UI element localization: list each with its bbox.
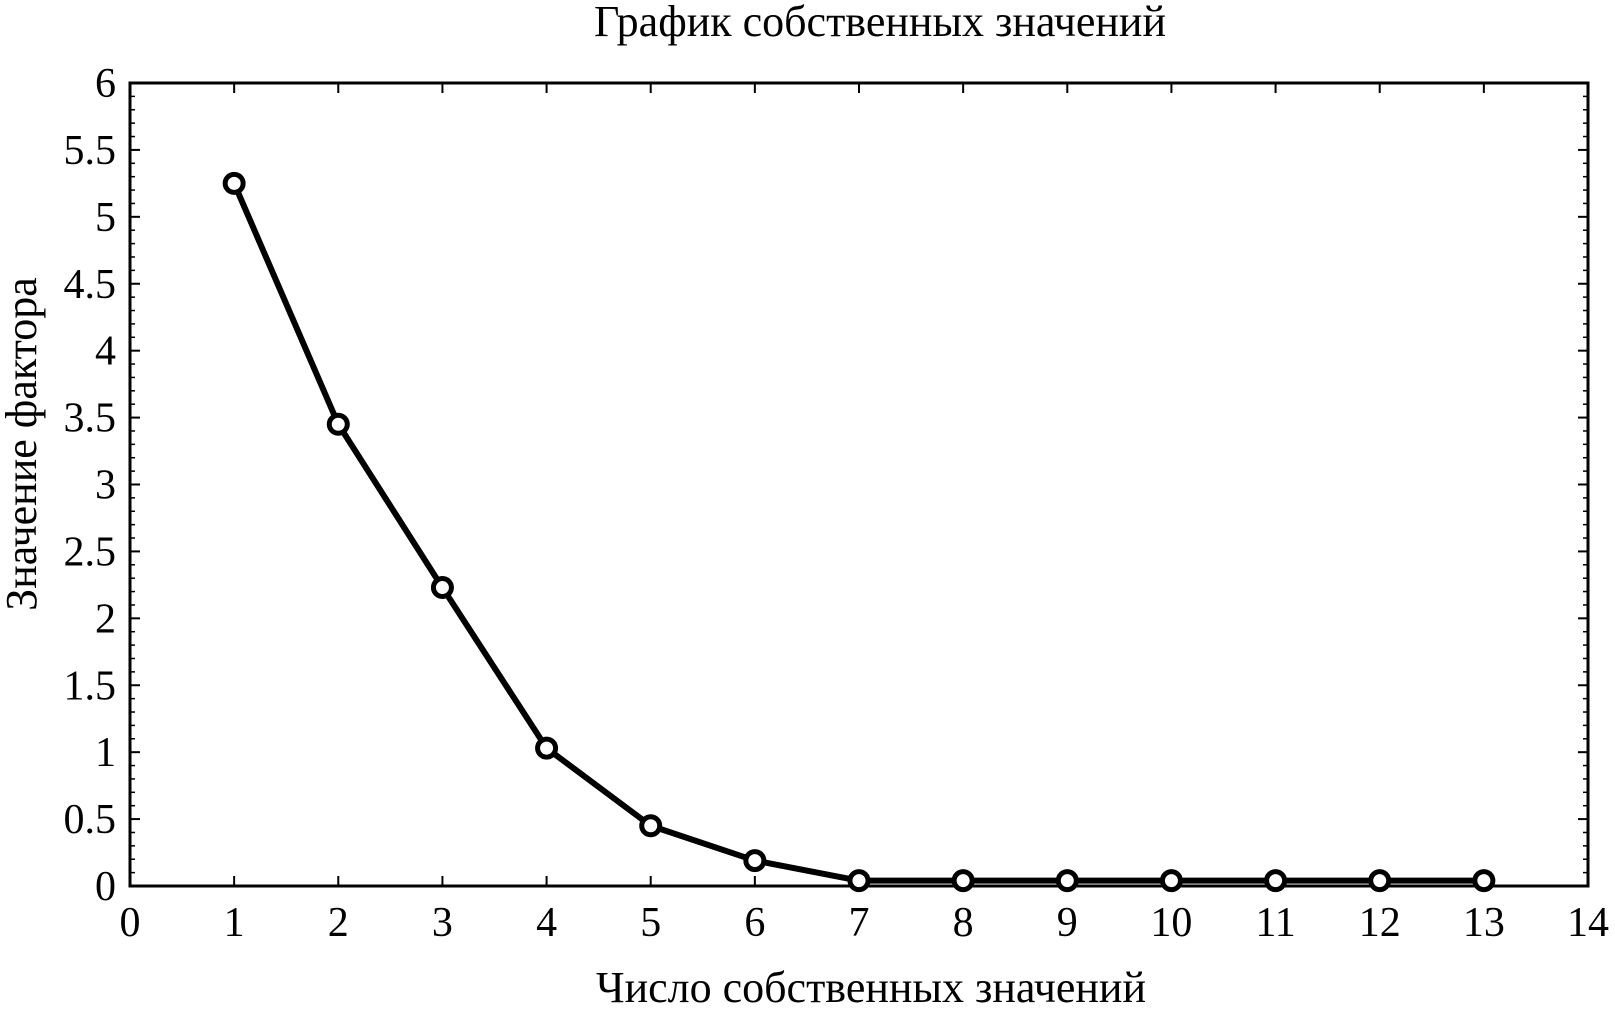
y-axis: 0 0.5 1 1.5 2 2.5 3 3.5 4 4.5 5 5.5 6 <box>64 61 1588 910</box>
x-tick-label: 14 <box>1567 900 1609 946</box>
x-tick-label: 1 <box>224 900 245 946</box>
x-tick-label: 3 <box>432 900 453 946</box>
data-point <box>639 814 663 838</box>
data-point <box>1055 869 1079 893</box>
x-tick-label: 8 <box>953 900 974 946</box>
y-axis-label: Значение фактора <box>0 277 46 611</box>
y-tick-label: 0.5 <box>64 797 117 843</box>
y-tick-label: 5 <box>95 195 116 241</box>
x-tick-label: 13 <box>1463 900 1505 946</box>
data-point <box>743 849 767 873</box>
data-point <box>535 736 559 760</box>
x-tick-label: 2 <box>328 900 349 946</box>
data-point <box>847 869 871 893</box>
data-point <box>222 171 246 195</box>
chart-title: График собственных значений <box>594 0 1166 46</box>
x-axis-label: Число собственных значений <box>596 963 1146 1005</box>
x-tick-label: 9 <box>1057 900 1078 946</box>
data-point <box>1368 869 1392 893</box>
data-point <box>951 869 975 893</box>
x-tick-label: 5 <box>640 900 661 946</box>
y-tick-label: 2.5 <box>64 529 117 575</box>
y-tick-label: 3 <box>95 463 116 509</box>
y-tick-label: 2 <box>95 596 116 642</box>
x-axis: 0 1 2 3 4 5 6 7 8 9 10 11 12 13 14 <box>120 83 1609 946</box>
x-tick-label: 10 <box>1150 900 1192 946</box>
y-tick-label: 0 <box>95 864 116 910</box>
x-tick-label: 12 <box>1359 900 1401 946</box>
y-tick-label: 3.5 <box>64 396 117 442</box>
y-tick-label: 4 <box>95 329 116 375</box>
x-tick-label: 7 <box>849 900 870 946</box>
series-line <box>231 182 1484 884</box>
y-tick-label: 6 <box>95 61 116 107</box>
y-tick-label: 5.5 <box>64 128 117 174</box>
x-tick-label: 11 <box>1255 900 1295 946</box>
y-tick-label: 4.5 <box>64 262 117 308</box>
y-tick-label: 1 <box>95 730 116 776</box>
data-point <box>430 576 454 600</box>
plot-frame <box>128 81 1590 888</box>
data-point <box>1159 869 1183 893</box>
x-tick-label: 0 <box>120 900 141 946</box>
x-tick-label: 4 <box>536 900 557 946</box>
data-point <box>1472 869 1496 893</box>
data-point <box>1264 869 1288 893</box>
data-point <box>326 412 350 436</box>
series-layer <box>222 171 1496 893</box>
x-tick-label: 6 <box>744 900 765 946</box>
y-tick-label: 1.5 <box>64 663 117 709</box>
